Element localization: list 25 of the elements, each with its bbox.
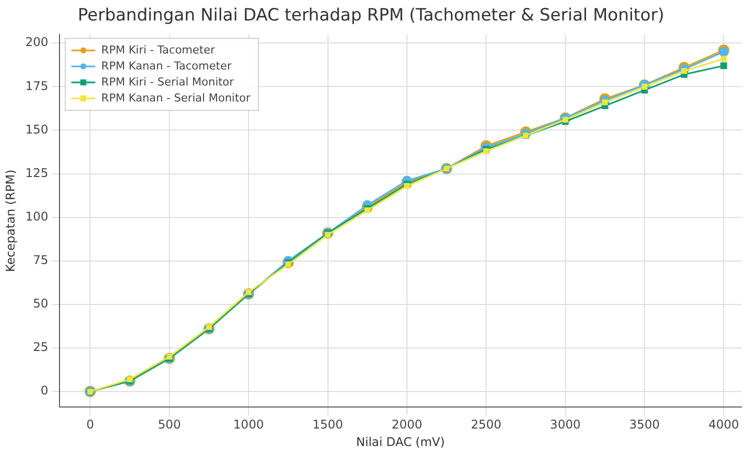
y-tick-label: 100 bbox=[25, 209, 48, 224]
y-tick-label: 150 bbox=[25, 122, 48, 136]
x-tick-label: 2000 bbox=[392, 418, 422, 432]
x-tick-label: 1500 bbox=[312, 418, 344, 432]
y-tick-label: 200 bbox=[25, 35, 48, 50]
y-tick-label: 175 bbox=[25, 78, 48, 93]
legend-label: RPM Kanan - Tacometer bbox=[101, 59, 232, 72]
y-tick-label: 75 bbox=[33, 252, 48, 267]
x-tick-label: 2500 bbox=[470, 418, 502, 432]
x-tick-label: 500 bbox=[158, 418, 181, 432]
x-axis-title: Nilai DAC (mV) bbox=[356, 434, 445, 449]
legend-label: RPM Kanan - Serial Monitor bbox=[101, 91, 251, 104]
y-tick-label: 25 bbox=[33, 340, 48, 354]
legend-label: RPM Kiri - Tacometer bbox=[101, 43, 216, 56]
x-tick-label: 4000 bbox=[708, 418, 739, 432]
chart-title: Perbandingan Nilai DAC terhadap RPM (Tachometer & Serial Monitor) bbox=[78, 6, 664, 26]
legend-label: RPM Kiri - Serial Monitor bbox=[101, 75, 234, 88]
y-tick-label: 50 bbox=[33, 296, 48, 311]
x-tick-label: 0 bbox=[86, 418, 94, 432]
y-tick-label: 0 bbox=[40, 384, 48, 398]
x-tick-label: 3500 bbox=[629, 418, 660, 432]
y-tick-label: 125 bbox=[25, 166, 48, 180]
x-tick-label: 1000 bbox=[233, 418, 264, 432]
x-tick-label: 3000 bbox=[550, 418, 581, 432]
y-axis-title: Kecepatan (RPM) bbox=[3, 170, 18, 272]
